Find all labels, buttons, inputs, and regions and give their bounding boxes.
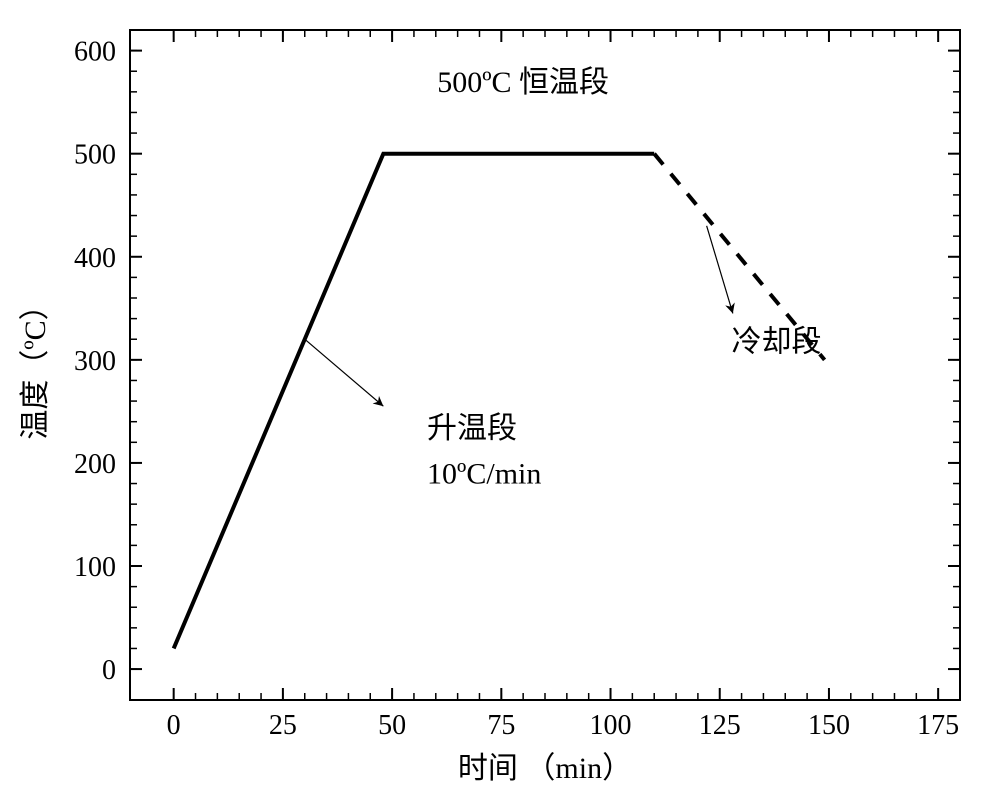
- temperature-time-chart: 0 25 50 75 100 125 150 175 时间 （min） 0 100 200 300 400…: [0, 0, 1000, 811]
- x-tick-label: 175: [917, 710, 959, 741]
- y-tick-label: 0: [102, 655, 116, 686]
- annotation-cooling-label: 冷却段: [732, 326, 822, 359]
- y-tick-label: 100: [74, 552, 116, 583]
- y-tick-label: 500: [74, 140, 116, 171]
- x-tick-label: 25: [269, 710, 297, 741]
- y-tick-label: 600: [74, 37, 116, 68]
- y-tick-label: 300: [74, 346, 116, 377]
- x-tick-label: 75: [487, 710, 515, 741]
- annotation-heating-label-1: 升温段: [427, 412, 517, 445]
- x-tick-label: 150: [808, 710, 850, 741]
- x-tick-label: 125: [699, 710, 741, 741]
- chart-svg: 0 25 50 75 100 125 150 175 时间 （min） 0 100 200 300 400…: [0, 0, 1000, 811]
- annotation-plateau-label: 500ºC 恒温段: [437, 66, 609, 99]
- x-axis-label: 时间 （min）: [458, 752, 632, 785]
- x-tick-label: 0: [167, 710, 181, 741]
- x-tick-label: 50: [378, 710, 406, 741]
- x-tick-label: 100: [590, 710, 632, 741]
- y-tick-label: 400: [74, 243, 116, 274]
- y-axis-label: 温度（ºC）: [19, 290, 52, 439]
- y-tick-label: 200: [74, 449, 116, 480]
- annotation-heating-label-2: 10ºC/min: [427, 458, 541, 491]
